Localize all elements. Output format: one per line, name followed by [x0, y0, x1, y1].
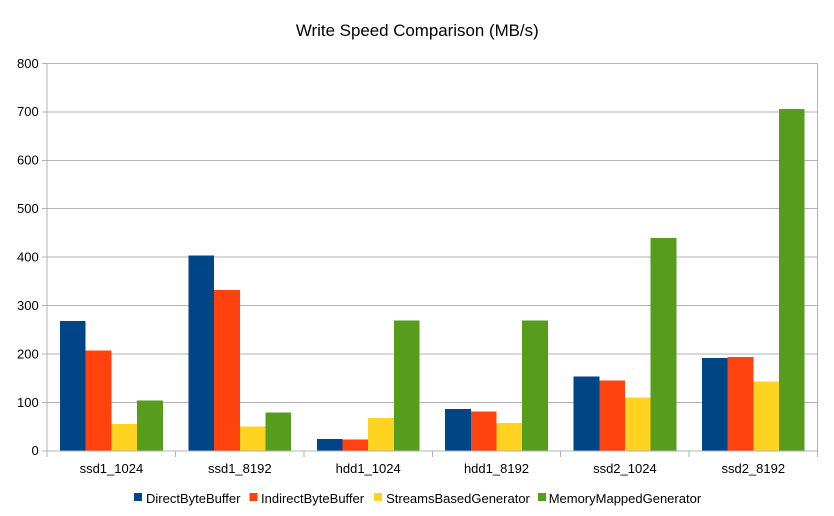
- svg-text:800: 800: [17, 56, 39, 71]
- svg-text:hdd1_1024: hdd1_1024: [336, 461, 401, 476]
- svg-text:400: 400: [17, 250, 39, 265]
- svg-text:200: 200: [17, 346, 39, 361]
- svg-text:700: 700: [17, 104, 39, 119]
- svg-text:600: 600: [17, 153, 39, 168]
- svg-text:StreamsBasedGenerator: StreamsBasedGenerator: [386, 491, 530, 506]
- svg-text:ssd1_8192: ssd1_8192: [208, 461, 272, 476]
- svg-text:500: 500: [17, 201, 39, 216]
- svg-text:300: 300: [17, 298, 39, 313]
- svg-text:IndirectByteBuffer: IndirectByteBuffer: [261, 491, 365, 506]
- svg-text:100: 100: [17, 395, 39, 410]
- svg-text:MemoryMappedGenerator: MemoryMappedGenerator: [549, 491, 702, 506]
- svg-text:0: 0: [31, 443, 38, 458]
- svg-text:ssd2_8192: ssd2_8192: [721, 461, 785, 476]
- svg-text:Write Speed Comparison (MB/s): Write Speed Comparison (MB/s): [296, 21, 539, 40]
- svg-text:ssd2_1024: ssd2_1024: [593, 461, 657, 476]
- svg-text:hdd1_8192: hdd1_8192: [464, 461, 529, 476]
- svg-text:ssd1_1024: ssd1_1024: [80, 461, 144, 476]
- svg-text:DirectByteBuffer: DirectByteBuffer: [146, 491, 241, 506]
